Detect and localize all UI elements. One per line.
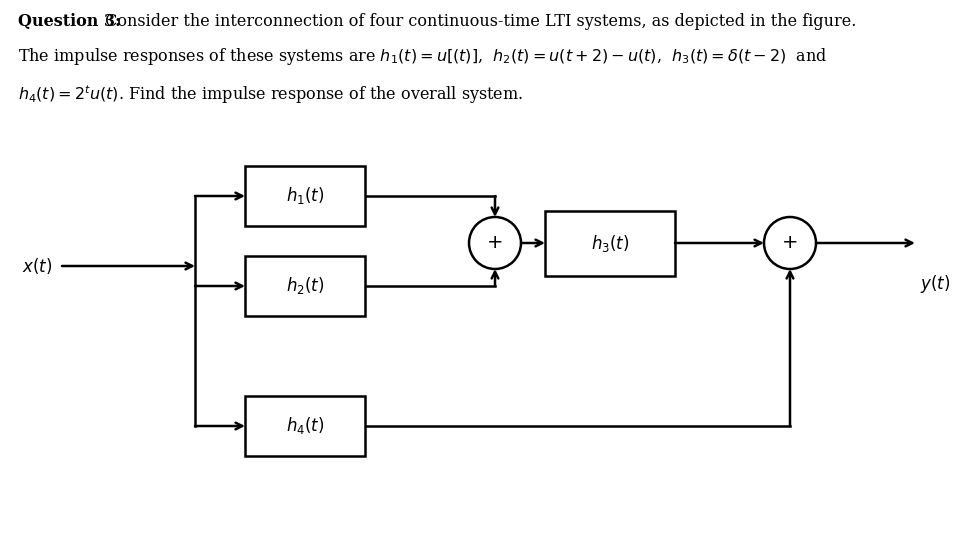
- Text: $h_4(t)$: $h_4(t)$: [286, 415, 324, 436]
- Text: $h_4(t) = 2^t u(t)$. Find the impulse response of the overall system.: $h_4(t) = 2^t u(t)$. Find the impulse re…: [18, 83, 522, 106]
- Text: $h_1(t)$: $h_1(t)$: [286, 186, 324, 207]
- Text: Question 3:: Question 3:: [18, 13, 121, 30]
- Bar: [544, 210, 675, 276]
- Bar: [245, 166, 365, 226]
- Text: $h_2(t)$: $h_2(t)$: [286, 276, 324, 296]
- Text: Consider the interconnection of four continuous-time LTI systems, as depicted in: Consider the interconnection of four con…: [100, 13, 856, 30]
- Text: +: +: [781, 234, 798, 252]
- Circle shape: [763, 217, 815, 269]
- Text: $h_3(t)$: $h_3(t)$: [590, 233, 629, 253]
- Text: $y(t)$: $y(t)$: [919, 273, 949, 295]
- Bar: [245, 396, 365, 456]
- Bar: [245, 256, 365, 316]
- Text: $x(t)$: $x(t)$: [22, 256, 52, 276]
- Text: +: +: [486, 234, 503, 252]
- Circle shape: [469, 217, 520, 269]
- Text: The impulse responses of these systems are $h_1(t) = u[(t)]$,  $h_2(t) = u(t+2)-: The impulse responses of these systems a…: [18, 46, 826, 67]
